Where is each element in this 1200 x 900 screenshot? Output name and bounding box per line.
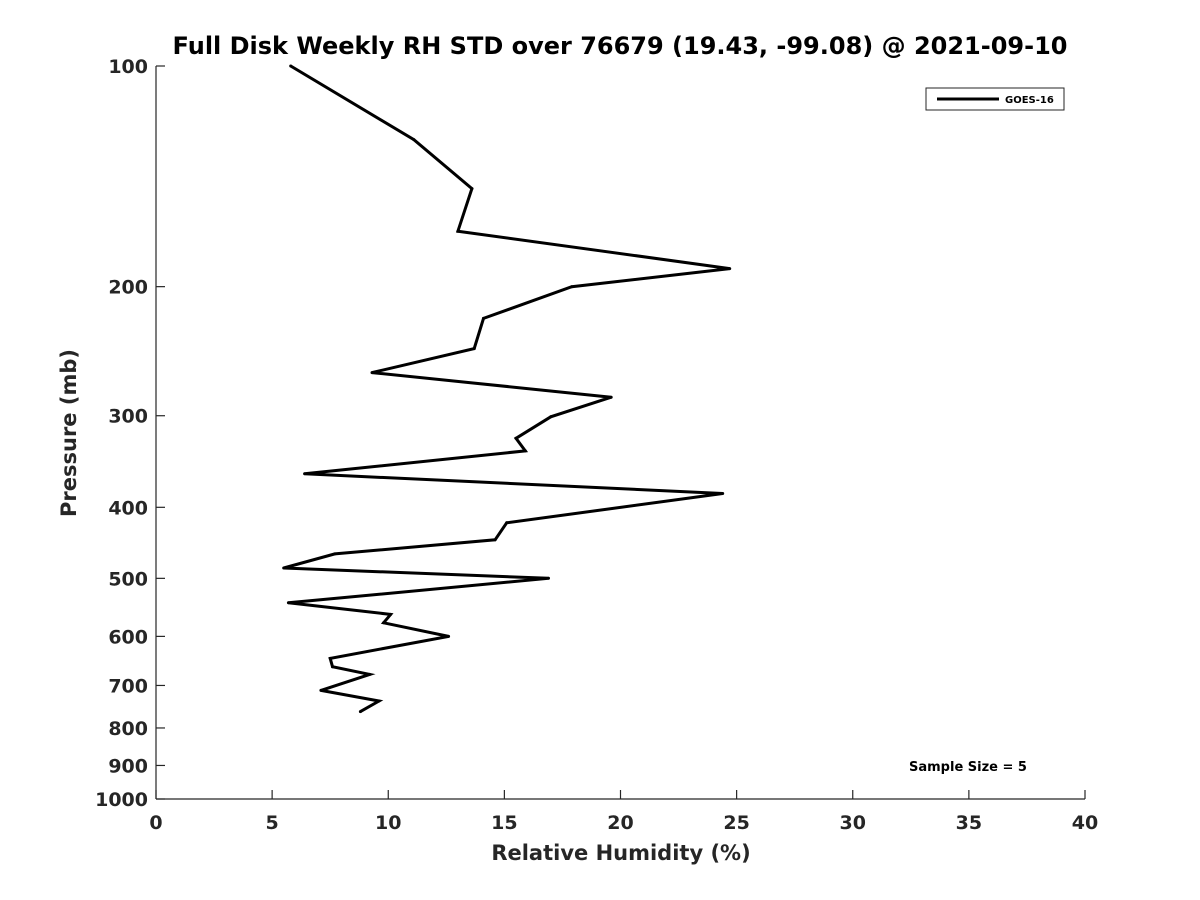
y-axis-label: Pressure (mb)	[57, 349, 81, 517]
y-tick-label: 300	[108, 406, 148, 428]
chart-title: Full Disk Weekly RH STD over 76679 (19.4…	[173, 32, 1068, 60]
data-point	[456, 229, 460, 233]
data-point	[482, 316, 485, 320]
y-tick-label: 100	[108, 56, 148, 78]
x-tick-label: 40	[1072, 812, 1098, 834]
data-point	[331, 665, 334, 669]
data-point	[570, 285, 574, 289]
x-tick-label: 25	[723, 812, 749, 834]
x-axis-label: Relative Humidity (%)	[491, 841, 750, 865]
data-point	[493, 538, 497, 542]
axes	[155, 66, 1085, 800]
data-point	[447, 634, 451, 638]
x-tick-label: 10	[375, 812, 401, 834]
data-point	[377, 699, 381, 703]
data-point	[382, 621, 386, 625]
data-point	[368, 672, 372, 676]
y-tick-label: 1000	[95, 789, 148, 811]
data-point	[549, 415, 553, 419]
series-layer	[282, 64, 732, 714]
y-tick-label: 200	[108, 277, 148, 299]
sample-size-annotation: Sample Size = 5	[909, 760, 1027, 775]
y-tick-label: 600	[108, 626, 148, 648]
x-tick-label: 0	[149, 812, 162, 834]
data-point	[289, 64, 293, 68]
data-point	[389, 612, 393, 616]
data-point	[370, 371, 374, 375]
data-point	[514, 436, 518, 440]
data-point	[523, 449, 527, 453]
x-axis-ticks: 0 5 10 15 20 25 30 35 40	[149, 790, 1098, 834]
data-point	[282, 566, 286, 570]
data-point	[609, 395, 613, 399]
y-tick-label: 800	[108, 718, 148, 740]
data-point	[547, 576, 550, 580]
x-tick-label: 5	[266, 812, 279, 834]
data-point	[319, 688, 323, 692]
y-tick-label: 700	[108, 675, 148, 697]
data-point	[728, 267, 732, 271]
series-line-goes-16	[283, 64, 730, 713]
y-tick-label: 400	[108, 497, 148, 519]
data-point	[505, 521, 509, 525]
y-tick-label: 500	[108, 568, 148, 590]
data-point	[721, 492, 725, 495]
x-tick-label: 30	[840, 812, 866, 834]
x-tick-label: 20	[607, 812, 633, 834]
data-point	[472, 347, 476, 351]
data-point	[328, 656, 332, 660]
x-tick-label: 35	[956, 812, 982, 834]
data-point	[286, 601, 290, 605]
x-tick-label: 15	[491, 812, 517, 834]
data-point	[412, 138, 416, 142]
legend: GOES-16	[925, 87, 1065, 111]
y-axis-ticks: 100 200 300 400 500 600 700 800 900 1000	[95, 56, 165, 811]
data-point	[470, 187, 474, 191]
data-point	[303, 472, 307, 476]
data-point	[333, 552, 337, 556]
y-tick-label: 900	[108, 755, 148, 777]
legend-label-goes-16: GOES-16	[1005, 95, 1054, 106]
data-point	[358, 710, 362, 714]
